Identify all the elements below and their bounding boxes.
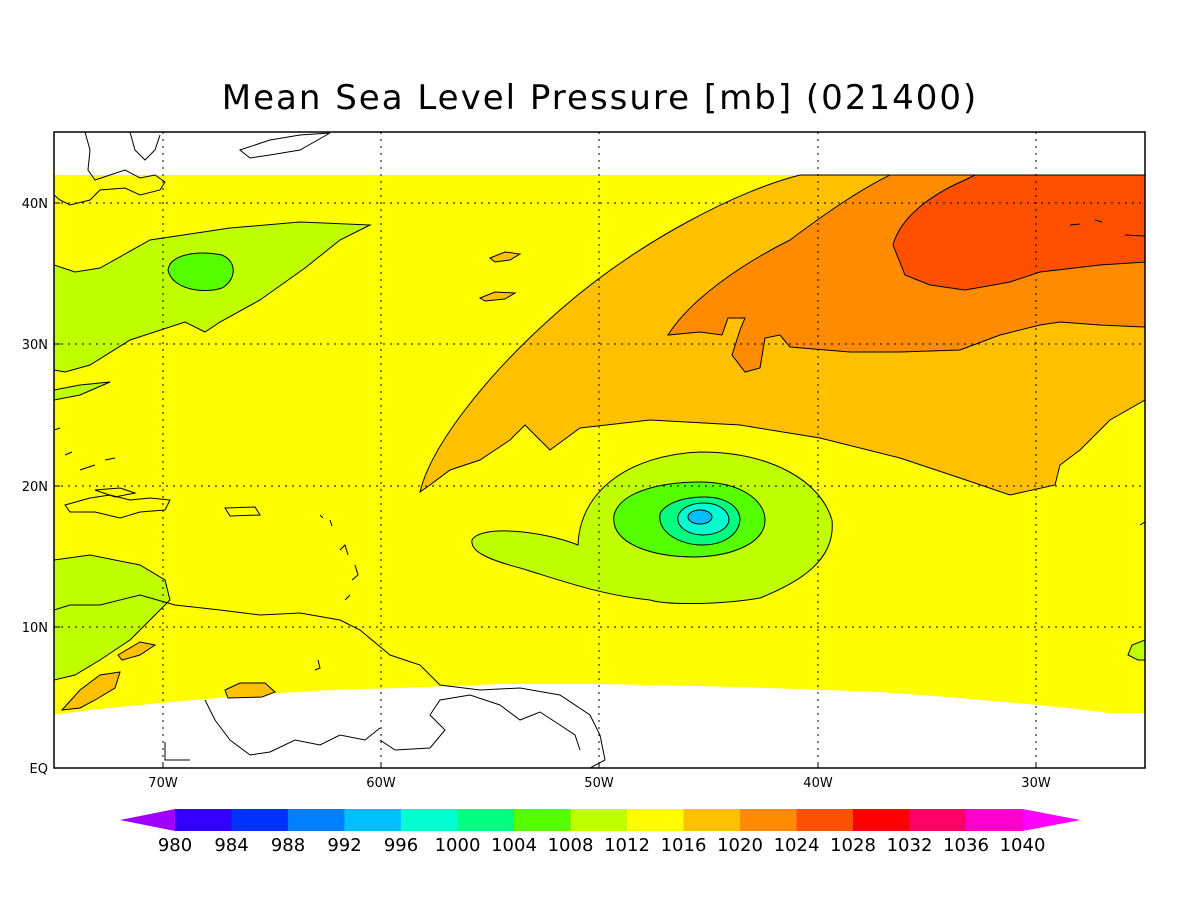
colorbar-swatch [288, 809, 345, 831]
colorbar-level-label: 984 [214, 835, 248, 856]
lat-tick-label: 20N [22, 480, 48, 495]
colorbar-arrow-low [120, 809, 175, 831]
colorbar-swatch [231, 809, 289, 831]
map-area [54, 132, 1145, 768]
map-title: Mean Sea Level Pressure [mb] (021400) [221, 78, 979, 118]
lat-tick-label: EQ [30, 762, 48, 777]
lat-tick-label: 30N [22, 338, 48, 353]
field-1024 [892, 174, 1145, 291]
colorbar-level-label: 1040 [1000, 835, 1046, 856]
lon-tick-label: 60W [366, 776, 396, 791]
colorbar-swatch [344, 809, 402, 831]
lon-tick-label: 40W [803, 776, 833, 791]
grid-lines [54, 132, 1145, 768]
lon-tick-label: 50W [584, 776, 614, 791]
colorbar-level-label: 1000 [435, 835, 481, 856]
colorbar-swatch [796, 809, 854, 831]
colorbar-level-label: 1008 [548, 835, 594, 856]
colorbar-level-label: 1016 [661, 835, 707, 856]
colorbar-level-label: 1020 [717, 835, 763, 856]
field-1008-coast [54, 381, 111, 401]
colorbar-swatch [457, 809, 515, 831]
field-1004-west [167, 252, 234, 291]
field-1016-blob-a [489, 251, 522, 263]
coastlines [54, 132, 1145, 768]
colorbar-level-label: 1028 [830, 835, 876, 856]
colorbar-swatch [683, 809, 741, 831]
low-pressure-center [687, 509, 713, 525]
field-1008-east [1127, 639, 1145, 661]
lat-tick-label: 10N [22, 621, 48, 636]
colorbar-swatch [401, 809, 458, 831]
colorbar-swatch [627, 809, 684, 831]
colorbar-swatch [514, 809, 571, 831]
field-1008-west [54, 221, 372, 373]
colorbar-level-label: 1004 [491, 835, 537, 856]
lon-tick-label: 30W [1021, 776, 1051, 791]
colorbar-swatch [966, 809, 1023, 831]
colorbar-swatch [570, 809, 628, 831]
field-1016-south-b [224, 682, 276, 699]
colorbar-level-label: 996 [384, 835, 418, 856]
colorbar: 980 984 988 992 996 1000 1004 1008 1012 1016 1020 1… [120, 809, 1081, 856]
colorbar-level-label: 980 [158, 835, 192, 856]
lat-tick-label: 40N [22, 197, 48, 212]
field-1016-blob-b [478, 291, 517, 302]
field-1016-south-c [117, 641, 157, 661]
field-1008-southwest [54, 554, 171, 681]
colorbar-swatch [175, 809, 232, 831]
colorbar-swatch [909, 809, 967, 831]
colorbar-level-label: 1012 [604, 835, 650, 856]
field-1016-south-a [60, 671, 121, 711]
colorbar-level-label: 1036 [943, 835, 989, 856]
colorbar-swatch [740, 809, 797, 831]
colorbar-arrow-high [1022, 809, 1081, 831]
lon-tick-label: 70W [148, 776, 178, 791]
colorbar-level-label: 1032 [887, 835, 933, 856]
colorbar-level-label: 1024 [774, 835, 820, 856]
colorbar-swatch [853, 809, 910, 831]
colorbar-level-label: 992 [327, 835, 361, 856]
colorbar-level-label: 988 [271, 835, 305, 856]
